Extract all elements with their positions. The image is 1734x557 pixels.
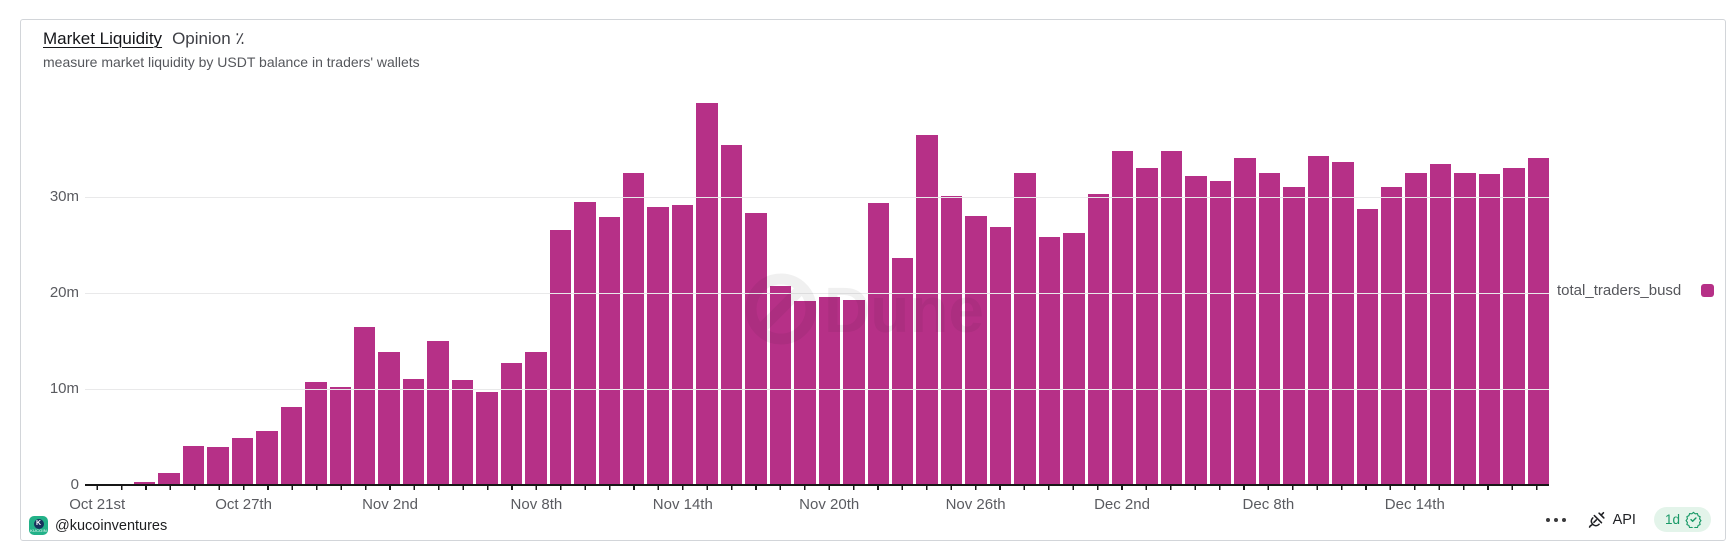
bar[interactable] [1063,232,1085,485]
bar-series [85,86,1550,485]
bar[interactable] [231,437,254,485]
bar[interactable] [525,351,547,485]
bar[interactable] [1478,173,1501,485]
author-link[interactable]: K KUCOIN @kucoinventures [29,516,167,535]
y-axis-tick-label: 30m [49,187,79,205]
bar[interactable] [598,217,620,485]
bar[interactable] [378,351,400,485]
bar[interactable] [1087,194,1110,485]
bar[interactable] [1405,172,1427,485]
chart-header: Market Liquidity Opinion ٪ measure marke… [43,29,1703,70]
question-context-link[interactable]: Opinion ٪ [172,29,245,48]
x-axis-tick-label: Nov 2nd [362,496,418,513]
bar[interactable] [916,134,938,485]
bar[interactable] [769,286,792,485]
y-axis-tick-label: 10m [49,379,79,397]
bar[interactable] [305,382,327,485]
question-title-link[interactable]: Market Liquidity [43,29,163,48]
api-button[interactable]: API [1588,510,1636,529]
api-plug-icon [1588,511,1605,528]
bar[interactable] [280,407,303,485]
bar[interactable] [891,258,914,485]
bar[interactable] [1112,150,1134,485]
verified-seal-icon [1685,511,1702,528]
gridline [85,292,1549,294]
more-options-button[interactable] [1542,514,1570,526]
x-axis-tick-label: Oct 27th [215,496,272,513]
bar[interactable] [1503,168,1525,485]
bar[interactable] [1332,162,1354,485]
chart-card: Market Liquidity Opinion ٪ measure marke… [20,19,1726,541]
bar[interactable] [1527,157,1550,485]
legend-swatch [1701,284,1714,297]
x-axis-tick-label: Nov 8th [510,496,563,513]
bar[interactable] [1258,172,1281,485]
bar[interactable] [207,446,229,485]
chart-subtitle: measure market liquidity by USDT balance… [43,54,420,70]
bar[interactable] [182,445,205,485]
bar[interactable] [1136,168,1158,485]
bar[interactable] [671,204,694,485]
bar[interactable] [500,363,523,485]
bar[interactable] [622,172,645,485]
kucoin-logo-icon: K KUCOIN [29,516,48,535]
x-axis-tick-label: Nov 14th [652,496,713,513]
bar[interactable] [843,299,865,485]
bar[interactable] [867,202,889,485]
bar[interactable] [256,431,278,485]
bar[interactable] [427,341,449,485]
x-axis-tick-label: Dec 14th [1384,496,1445,513]
bar[interactable] [158,473,180,485]
bar[interactable] [1234,157,1256,485]
bar[interactable] [329,387,351,485]
bar[interactable] [402,379,425,485]
legend-item[interactable]: total_traders_busd [1557,282,1714,299]
bar[interactable] [745,213,767,485]
bar[interactable] [989,226,1012,485]
title-row: Market Liquidity Opinion ٪ [43,29,1703,49]
refresh-interval-text: 1d [1664,512,1680,527]
bar[interactable] [133,482,156,485]
bar[interactable] [476,391,498,485]
bar[interactable] [1160,150,1183,485]
x-axis-tick-label: Dec 2nd [1094,496,1150,513]
x-axis-tick-label: Oct 21st [69,496,126,513]
bar[interactable] [720,145,743,485]
bar[interactable] [965,216,987,485]
y-axis-tick-label: 20m [49,283,79,301]
plot-area [85,86,1550,485]
legend-label: total_traders_busd [1557,282,1682,299]
bar[interactable] [1454,172,1476,485]
api-label: API [1612,511,1636,528]
x-axis-ticks [85,486,1549,490]
refresh-interval-badge[interactable]: 1d [1653,507,1711,532]
bar[interactable] [647,206,669,485]
bar[interactable] [794,300,816,485]
bar[interactable] [1185,175,1207,485]
y-axis-tick-label: 0 [70,476,79,493]
bar[interactable] [1283,187,1305,485]
gridline [85,388,1549,390]
bar[interactable] [574,201,596,485]
bar[interactable] [1429,164,1452,485]
bar[interactable] [818,296,841,485]
author-handle: @kucoinventures [55,517,168,534]
bar[interactable] [1307,155,1330,485]
x-axis-tick-label: Nov 20th [799,496,860,513]
bar[interactable] [1014,172,1036,485]
x-axis-line [85,484,1549,486]
bar[interactable] [940,196,963,485]
bar[interactable] [1038,237,1061,485]
gridline [85,196,1549,198]
footer-actions: API 1d [1542,507,1711,532]
bar[interactable] [1381,187,1403,485]
bar[interactable] [549,229,572,485]
bar[interactable] [353,326,376,485]
bar[interactable] [1209,180,1232,485]
x-axis-tick-label: Nov 26th [945,496,1006,513]
bar[interactable] [451,380,474,485]
bar[interactable] [1356,209,1379,485]
x-axis-tick-label: Dec 8th [1242,496,1295,513]
